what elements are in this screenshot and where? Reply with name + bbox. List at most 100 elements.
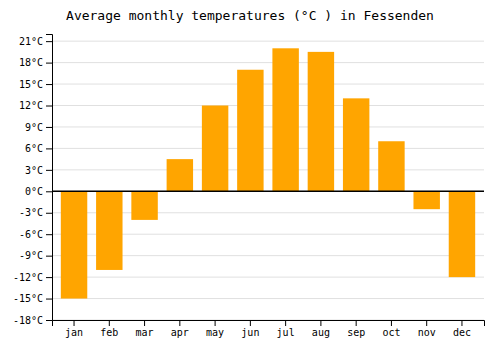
x-tick: feb (100, 320, 118, 338)
y-tick-mark (46, 148, 52, 149)
x-tick: may (206, 320, 224, 338)
grid-line (52, 277, 484, 278)
grid-line (52, 41, 484, 42)
y-tick: 3°C (25, 165, 52, 176)
grid-line (52, 148, 484, 149)
bar (167, 159, 193, 191)
bar (272, 48, 298, 191)
grid-line (52, 126, 484, 127)
y-tick-mark (46, 84, 52, 85)
zero-line (52, 191, 484, 193)
y-tick-label: 3°C (25, 165, 43, 176)
x-tick: dec (453, 320, 471, 338)
y-tick: 15°C (19, 79, 52, 90)
y-tick-label: -6°C (19, 229, 43, 240)
x-tick-mark (74, 320, 75, 326)
y-tick-mark (46, 256, 52, 257)
bar (61, 191, 87, 298)
y-tick: -12°C (13, 272, 52, 283)
x-tick: aug (312, 320, 330, 338)
bar (413, 191, 439, 209)
x-tick-mark (109, 320, 110, 326)
x-tick-mark (250, 320, 251, 326)
bar (308, 52, 334, 191)
x-tick: jan (65, 320, 83, 338)
y-tick-mark (46, 170, 52, 171)
y-tick: -15°C (13, 293, 52, 304)
y-tick-mark (46, 63, 52, 64)
y-tick-label: 6°C (25, 143, 43, 154)
y-tick-mark (46, 41, 52, 42)
bar (343, 98, 369, 191)
bars (61, 48, 475, 298)
grid-line (52, 191, 484, 192)
grid-line (52, 169, 484, 170)
grid (52, 41, 484, 320)
y-tick-mark (46, 191, 52, 192)
x-axis-line (53, 321, 485, 327)
y-tick-label: -3°C (19, 207, 43, 218)
y-tick: -3°C (19, 207, 52, 218)
x-tick-mark (179, 320, 180, 326)
y-tick-mark (46, 234, 52, 235)
y-tick: -18°C (13, 315, 52, 326)
x-tick-mark (391, 320, 392, 326)
x-tick-mark (215, 320, 216, 326)
y-tick: 12°C (19, 100, 52, 111)
x-tick-label: dec (453, 327, 471, 338)
x-tick: jun (241, 320, 259, 338)
y-tick-label: -15°C (13, 293, 43, 304)
title: Average monthly temperatures (°C ) in Fe… (66, 8, 434, 23)
x-tick-label: may (206, 327, 224, 338)
x-tick: apr (171, 320, 189, 338)
y-tick: 18°C (19, 57, 52, 68)
y-tick-mark (46, 299, 52, 300)
y-tick: 9°C (25, 122, 52, 133)
grid-line (52, 105, 484, 106)
y-tick-mark (46, 106, 52, 107)
y-tick-label: 9°C (25, 122, 43, 133)
x-tick-mark (144, 320, 145, 326)
y-tick: 21°C (19, 36, 52, 47)
y-tick: 6°C (25, 143, 52, 154)
y-tick-mark (46, 213, 52, 214)
grid-line (52, 298, 484, 299)
x-tick-label: jan (65, 327, 83, 338)
bar (237, 70, 263, 192)
y-tick-label: 21°C (19, 36, 43, 47)
y-tick-label: 0°C (25, 186, 43, 197)
bar (202, 106, 228, 192)
bar (96, 191, 122, 270)
y-tick-label: 12°C (19, 100, 43, 111)
x-tick-label: nov (418, 327, 436, 338)
y-tick: -9°C (19, 250, 52, 261)
bar (378, 141, 404, 191)
y-tick-mark (46, 320, 52, 321)
x-tick-mark (426, 320, 427, 326)
x-tick-label: jul (277, 327, 295, 338)
y-tick-mark (46, 277, 52, 278)
x-tick-label: jun (241, 327, 259, 338)
x-tick: nov (418, 320, 436, 338)
plot: -18°C -15°C -12°C -9°C -6°C -3°C 0°C 3°C 6°C 9°C 1… (13, 35, 485, 339)
y-tick: -6°C (19, 229, 52, 240)
x-tick-mark (285, 320, 286, 326)
bar (131, 191, 157, 220)
x-tick: jul (277, 320, 295, 338)
x-tick-label: mar (136, 327, 154, 338)
x-tick-label: feb (100, 327, 118, 338)
y-tick-label: -18°C (13, 315, 43, 326)
x-tick-label: aug (312, 327, 330, 338)
y-axis-line (46, 35, 53, 321)
grid-line (52, 84, 484, 85)
x-tick-label: oct (382, 327, 400, 338)
x-tick-mark (320, 320, 321, 326)
x-tick-mark (461, 320, 462, 326)
y-tick-label: 15°C (19, 79, 43, 90)
chart: Average monthly temperatures (°C ) in Fe… (0, 0, 500, 350)
y-tick-label: -9°C (19, 250, 43, 261)
x-tick-mark (356, 320, 357, 326)
x-tick: mar (136, 320, 154, 338)
x-axis: janfebmaraprmayjunjulaugsepoctnovdec (53, 320, 485, 338)
x-tick: oct (382, 320, 400, 338)
